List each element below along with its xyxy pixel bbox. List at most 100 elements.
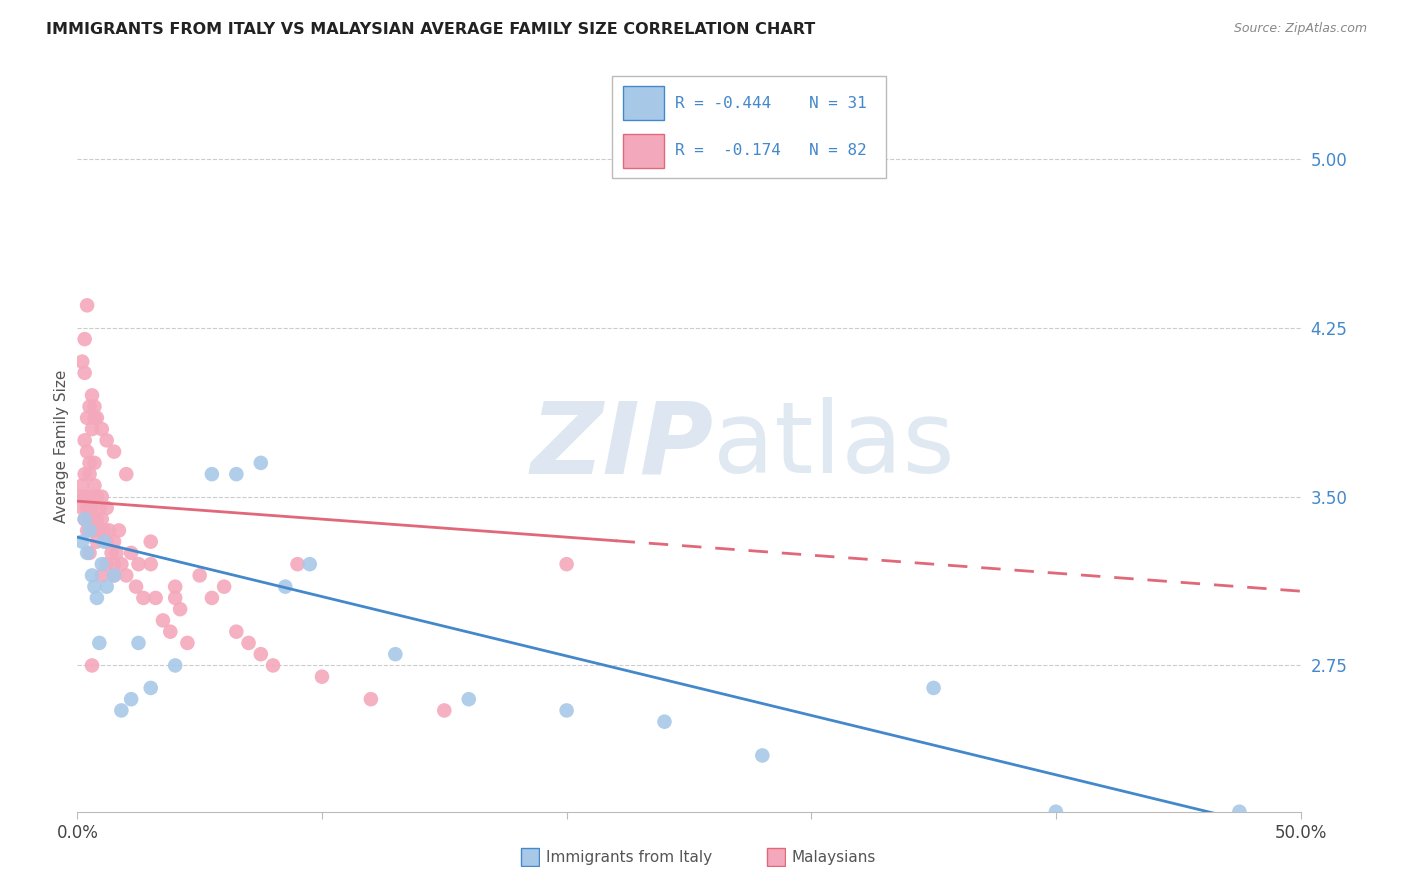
Point	[311, 670, 333, 684]
Point	[80, 500, 103, 515]
Point	[96, 580, 118, 594]
FancyBboxPatch shape	[768, 848, 785, 866]
Point	[79, 456, 101, 470]
Point	[125, 580, 148, 594]
FancyBboxPatch shape	[623, 135, 664, 168]
Point	[76, 500, 98, 515]
Point	[73, 332, 96, 346]
Point	[159, 624, 181, 639]
Point	[108, 524, 131, 538]
Point	[751, 748, 773, 763]
Point	[145, 591, 167, 605]
Point	[89, 500, 111, 515]
Text: N = 31: N = 31	[808, 96, 866, 111]
Y-axis label: Average Family Size: Average Family Size	[53, 369, 69, 523]
FancyBboxPatch shape	[612, 76, 886, 178]
Point	[274, 580, 297, 594]
FancyBboxPatch shape	[522, 848, 538, 866]
Point	[212, 580, 235, 594]
Text: Source: ZipAtlas.com: Source: ZipAtlas.com	[1233, 22, 1367, 36]
Point	[176, 636, 198, 650]
Point	[83, 580, 105, 594]
Point	[73, 467, 96, 482]
Point	[238, 636, 260, 650]
Point	[96, 557, 118, 571]
Point	[93, 524, 115, 538]
Point	[83, 410, 105, 425]
Point	[96, 534, 118, 549]
Point	[110, 557, 132, 571]
Point	[100, 546, 122, 560]
Point	[76, 298, 98, 312]
Point	[103, 534, 125, 549]
Point	[80, 524, 103, 538]
Point	[105, 546, 128, 560]
Point	[225, 624, 247, 639]
Point	[86, 490, 108, 504]
Point	[96, 500, 118, 515]
Text: R =  -0.174: R = -0.174	[675, 144, 780, 158]
Point	[1045, 805, 1067, 819]
Text: R = -0.444: R = -0.444	[675, 96, 770, 111]
Point	[70, 478, 93, 492]
Point	[86, 410, 108, 425]
Point	[654, 714, 676, 729]
Point	[922, 681, 945, 695]
Point	[457, 692, 479, 706]
Point	[83, 456, 105, 470]
Point	[83, 478, 105, 492]
Point	[90, 557, 112, 571]
Text: Malaysians: Malaysians	[792, 850, 876, 864]
Point	[79, 467, 101, 482]
Point	[76, 444, 98, 458]
Text: atlas: atlas	[713, 398, 955, 494]
Point	[89, 524, 111, 538]
Point	[79, 546, 101, 560]
Point	[80, 827, 103, 841]
Point	[128, 557, 150, 571]
Point	[80, 422, 103, 436]
Point	[139, 557, 162, 571]
Point	[89, 636, 111, 650]
Point	[103, 568, 125, 582]
Point	[555, 703, 578, 717]
Point	[250, 647, 273, 661]
Point	[384, 647, 406, 661]
Point	[115, 467, 138, 482]
Text: IMMIGRANTS FROM ITALY VS MALAYSIAN AVERAGE FAMILY SIZE CORRELATION CHART: IMMIGRANTS FROM ITALY VS MALAYSIAN AVERA…	[46, 22, 815, 37]
Point	[73, 366, 96, 380]
Point	[139, 534, 162, 549]
Point	[73, 512, 96, 526]
Point	[225, 467, 247, 482]
Point	[69, 490, 91, 504]
Point	[96, 434, 118, 448]
Point	[90, 568, 112, 582]
Point	[80, 568, 103, 582]
Point	[555, 557, 578, 571]
Point	[152, 614, 174, 628]
Point	[1229, 805, 1251, 819]
Point	[169, 602, 191, 616]
Point	[76, 524, 98, 538]
Point	[90, 512, 112, 526]
Point	[83, 490, 105, 504]
Point	[86, 591, 108, 605]
FancyBboxPatch shape	[623, 87, 664, 120]
Point	[80, 658, 103, 673]
Point	[79, 490, 101, 504]
Point	[98, 524, 121, 538]
Point	[79, 524, 101, 538]
Point	[115, 568, 138, 582]
Point	[90, 422, 112, 436]
Point	[132, 591, 155, 605]
Point	[262, 658, 284, 673]
Point	[103, 568, 125, 582]
Point	[433, 703, 456, 717]
Point	[188, 568, 211, 582]
Point	[70, 534, 93, 549]
Point	[79, 400, 101, 414]
Point	[128, 636, 150, 650]
Point	[73, 434, 96, 448]
Text: N = 82: N = 82	[808, 144, 866, 158]
Point	[201, 467, 224, 482]
